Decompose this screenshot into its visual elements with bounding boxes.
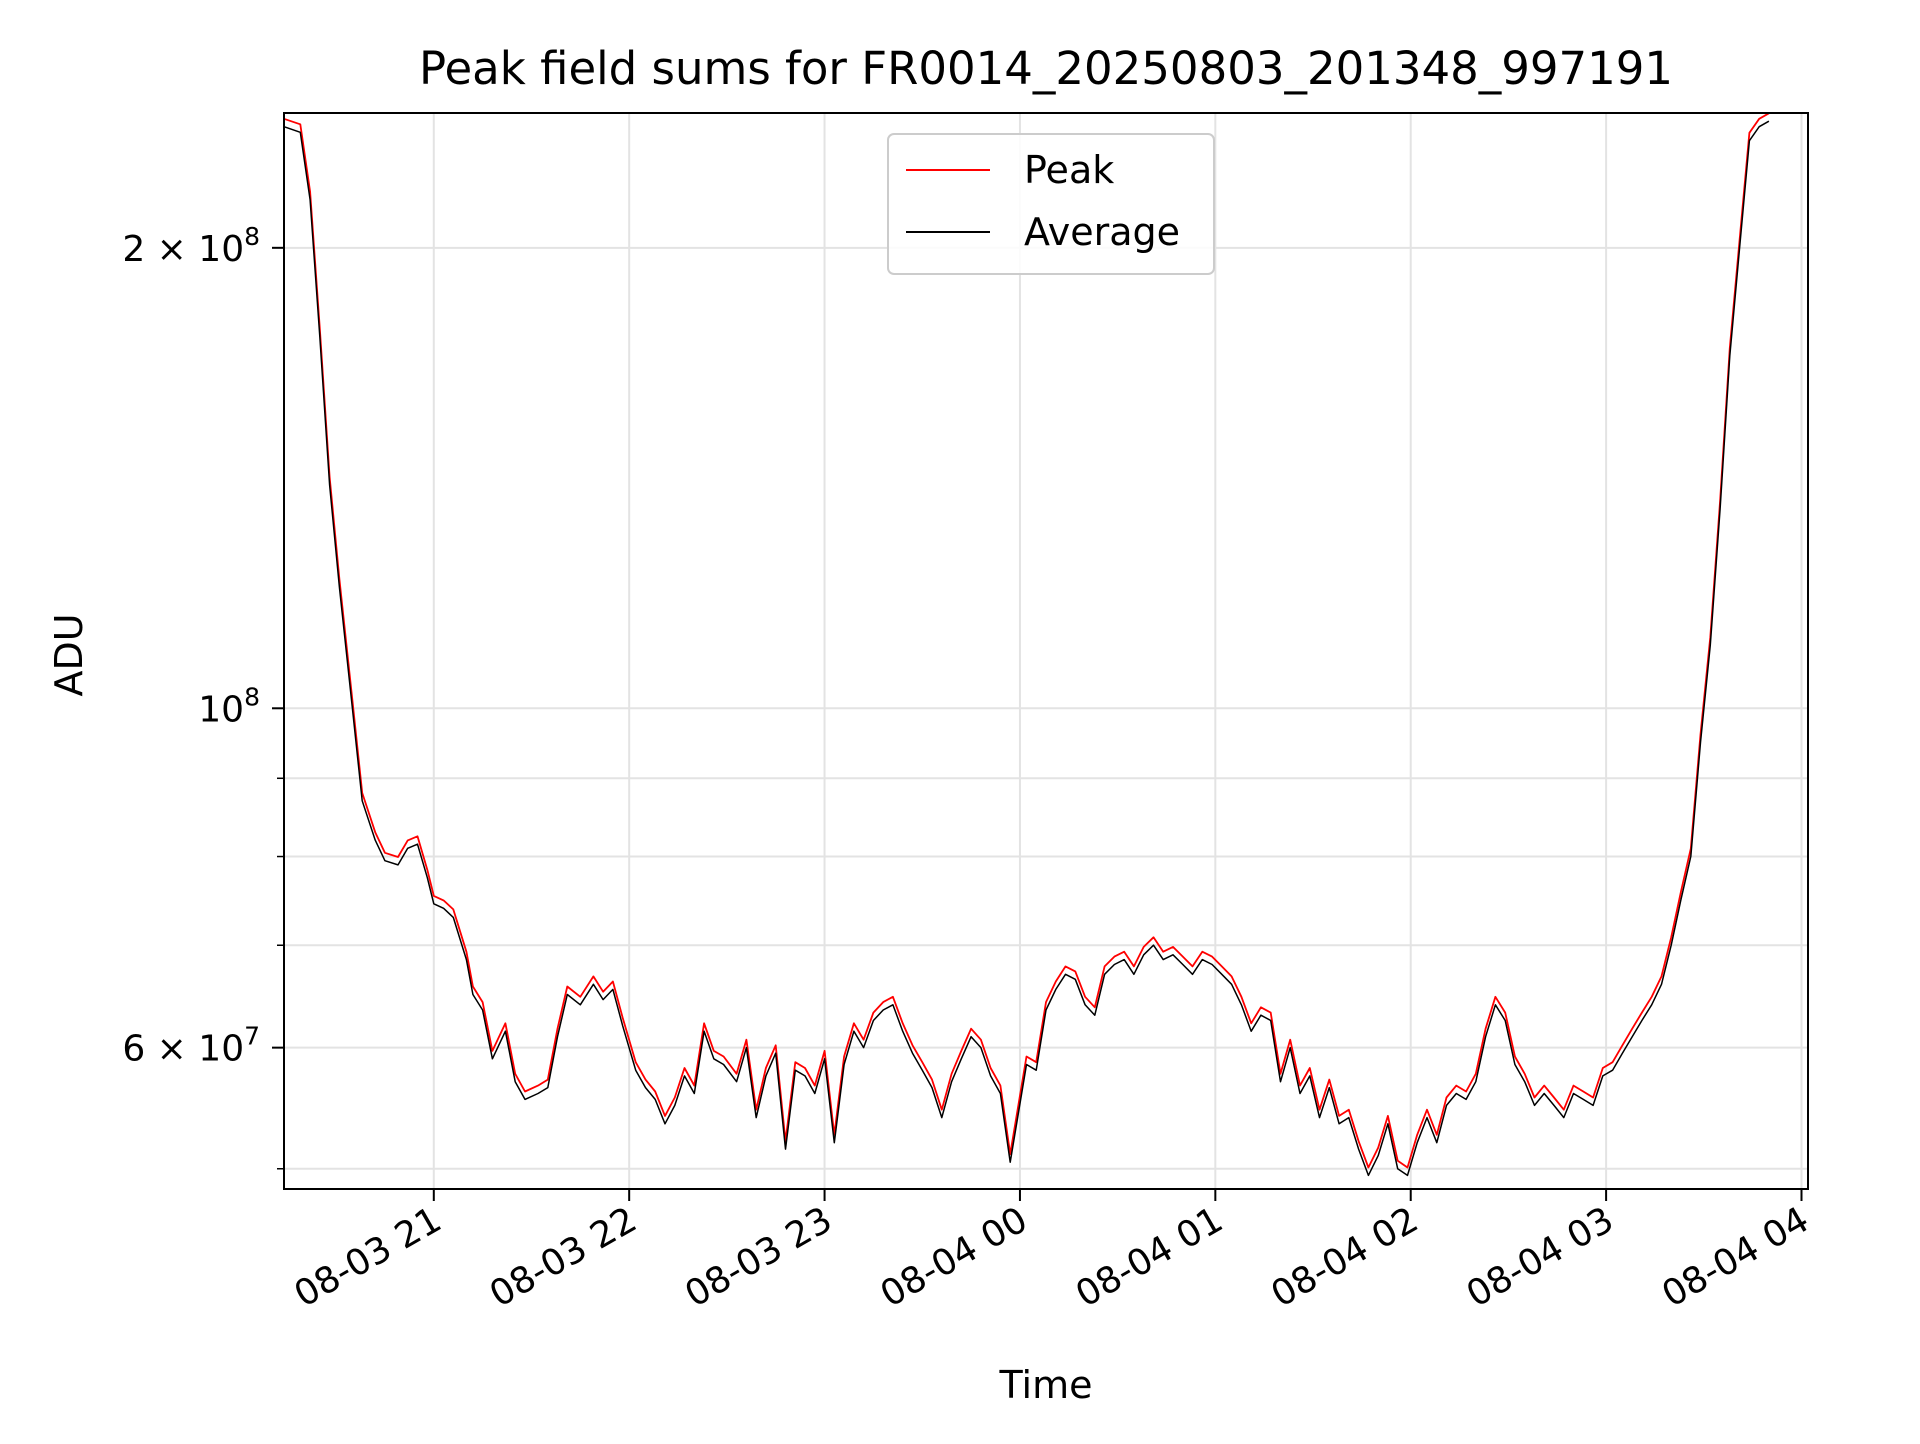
chart-title: Peak field sums for FR0014_20250803_2013… — [419, 42, 1673, 95]
y-axis-label: ADU — [47, 613, 91, 696]
y-tick-label: 108 — [198, 682, 260, 730]
y-tick-label: 2 × 108 — [122, 222, 260, 270]
legend-label-average: Average — [1024, 210, 1180, 254]
series-lines — [283, 112, 1770, 1177]
plot-frame — [283, 112, 1809, 1190]
y-tick-label: 6 × 107 — [122, 1022, 260, 1070]
series-line-peak — [283, 112, 1770, 1169]
legend-label-peak: Peak — [1024, 148, 1114, 192]
legend: Peak Average — [887, 133, 1215, 275]
series-line-average — [283, 120, 1770, 1177]
x-axis-label: Time — [999, 1363, 1093, 1407]
